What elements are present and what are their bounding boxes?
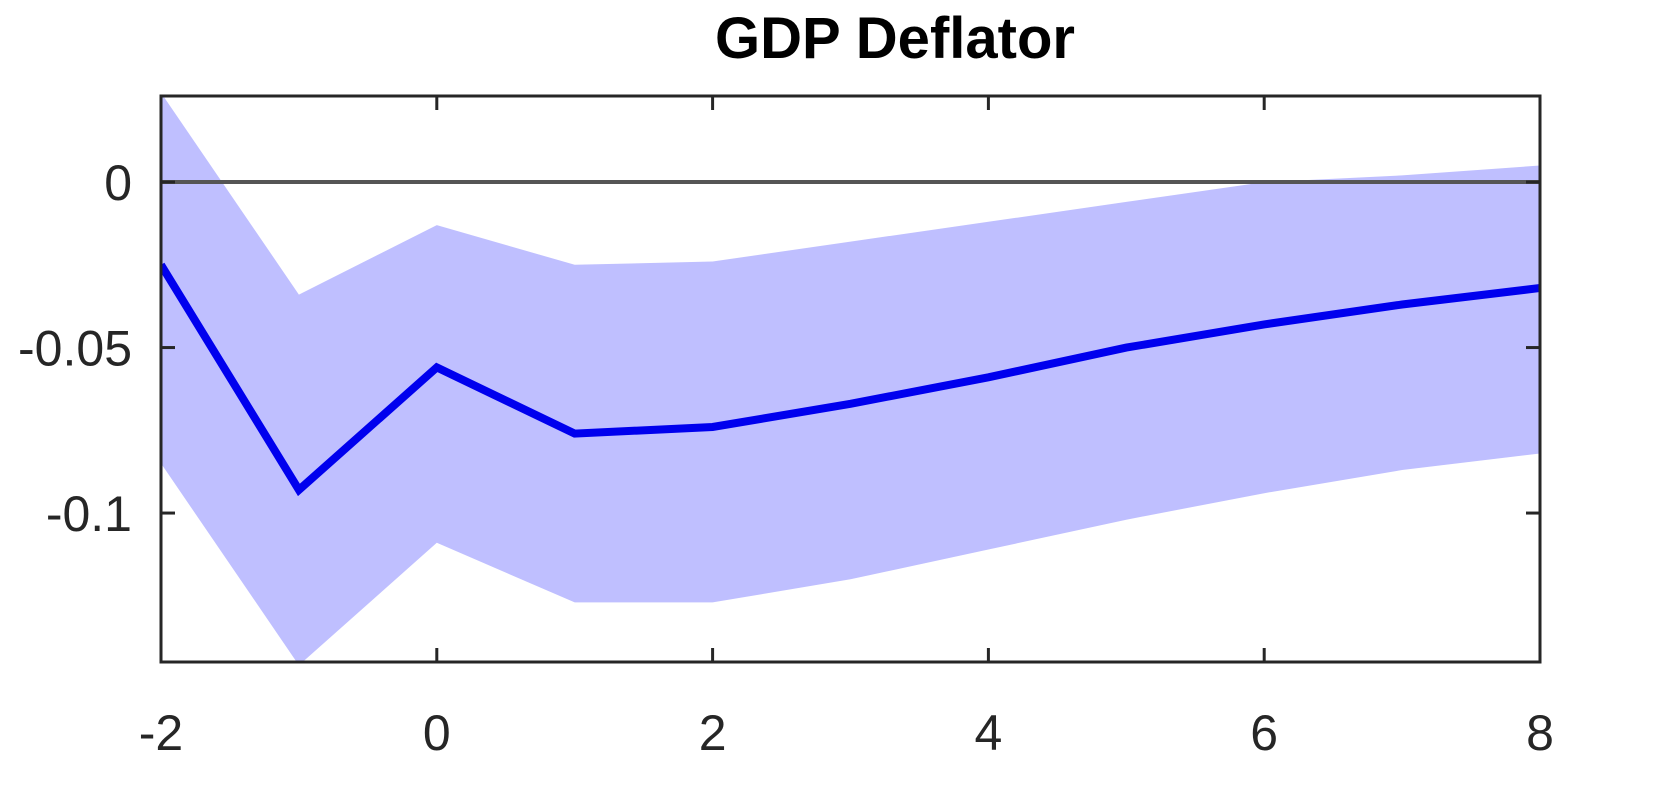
x-tick-label: 0	[423, 705, 451, 761]
axes-box	[159, 94, 1542, 664]
x-tick-label: 6	[1250, 705, 1278, 761]
y-tick-label: 0	[104, 155, 132, 211]
plot-area	[161, 96, 1540, 662]
y-tick-label: -0.05	[18, 321, 132, 377]
x-tick-label: 2	[699, 705, 727, 761]
chart-title: GDP Deflator	[715, 6, 1075, 71]
x-tick-label: 4	[974, 705, 1002, 761]
confidence-band	[161, 96, 1540, 662]
x-tick-label: 8	[1526, 705, 1554, 761]
series-line-0	[161, 262, 1540, 497]
y-tick-label: -0.1	[46, 486, 132, 542]
axes: -2 0 2 4 6 8 0 -0.05 -0.1	[18, 94, 1554, 761]
x-tick-label: -2	[139, 705, 183, 761]
